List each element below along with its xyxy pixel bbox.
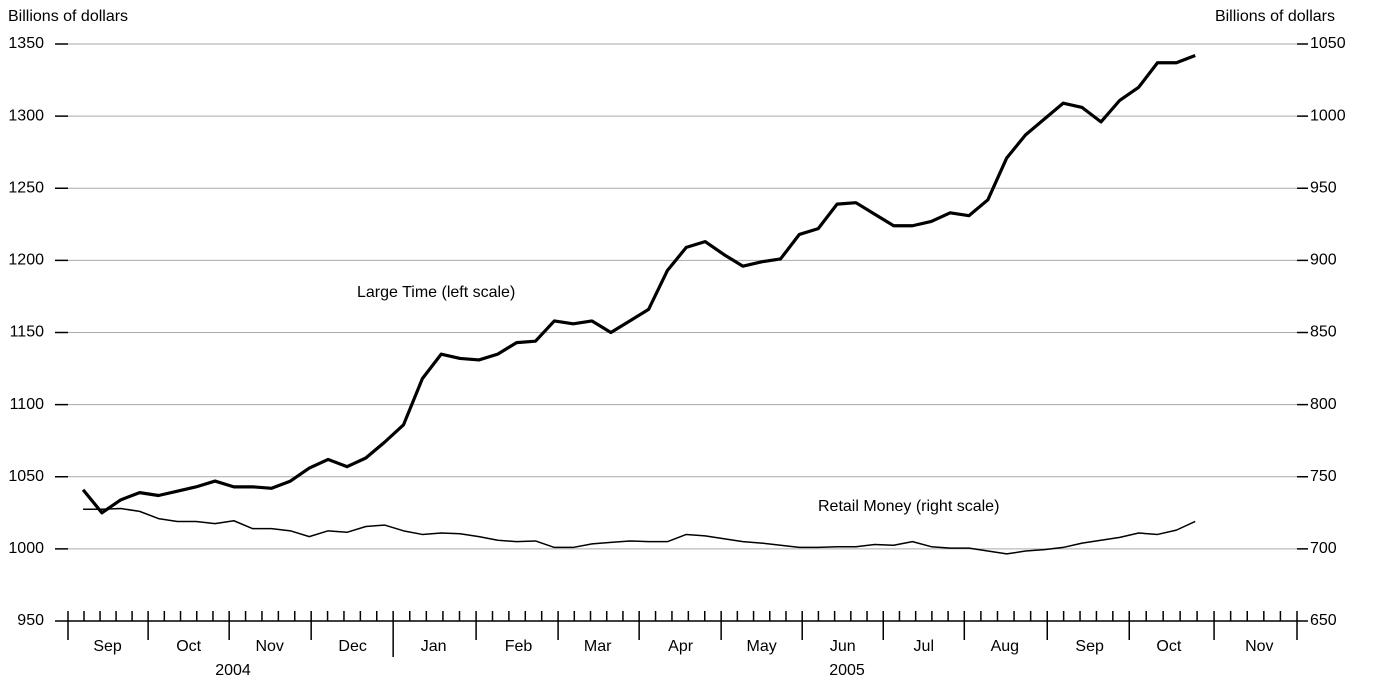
y-tick-label: 1100	[10, 396, 45, 413]
x-tick-label: Nov	[1245, 638, 1273, 655]
y2-tick-label: 1050	[1310, 35, 1346, 52]
y2-tick-label: 700	[1310, 540, 1337, 557]
x-tick-label: May	[747, 638, 777, 655]
annotation: Retail Money (right scale)	[818, 498, 999, 515]
x-group-label: 2005	[829, 662, 865, 679]
y2-axis-label: Billions of dollars	[1215, 8, 1335, 25]
x-tick-label: Feb	[505, 638, 533, 655]
series-line	[81, 54, 1196, 515]
y-tick-label: 1250	[8, 179, 44, 196]
y-axis-label: Billions of dollars	[8, 8, 128, 25]
x-tick-label: Apr	[668, 638, 694, 655]
x-group-label: 2004	[215, 662, 251, 679]
x-tick-label: Jun	[830, 638, 856, 655]
y-tick-label: 1050	[8, 468, 44, 485]
x-tick-label: Nov	[255, 638, 283, 655]
x-tick-label: Jul	[914, 638, 934, 655]
y2-tick-label: 900	[1310, 252, 1337, 269]
x-tick-label: Aug	[991, 638, 1019, 655]
x-tick-label: Sep	[1075, 638, 1104, 655]
x-tick-label: Mar	[584, 638, 612, 655]
y-tick-label: 950	[17, 612, 44, 629]
series-line	[83, 507, 1196, 555]
annotation: Large Time (left scale)	[357, 284, 515, 301]
y2-tick-label: 1000	[1310, 107, 1346, 124]
x-tick-label: Dec	[338, 638, 366, 655]
y2-tick-label: 850	[1310, 324, 1337, 341]
y2-tick-label: 650	[1310, 612, 1337, 629]
x-tick-label: Sep	[93, 638, 122, 655]
x-tick-label: Oct	[176, 638, 201, 655]
x-tick-label: Oct	[1156, 638, 1181, 655]
x-tick-label: Jan	[421, 638, 447, 655]
y-tick-label: 1150	[10, 324, 45, 341]
y-tick-label: 1300	[8, 107, 44, 124]
y2-tick-label: 800	[1310, 396, 1337, 413]
y-tick-label: 1000	[8, 540, 44, 557]
y2-tick-label: 750	[1310, 468, 1337, 485]
y-tick-label: 1350	[8, 35, 44, 52]
y-tick-label: 1200	[8, 252, 44, 269]
y2-tick-label: 950	[1310, 179, 1337, 196]
